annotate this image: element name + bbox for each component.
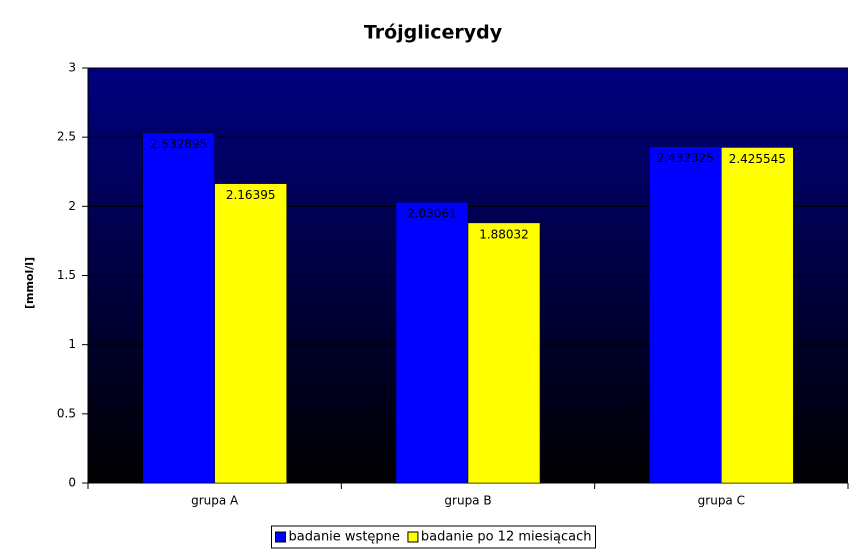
y-tick-label: 3 — [68, 61, 76, 75]
bar — [214, 183, 287, 484]
legend-swatch — [407, 531, 419, 543]
bar — [395, 201, 469, 484]
legend: badanie wstępne badanie po 12 miesiącach — [271, 525, 596, 549]
value-label: 2.425545 — [729, 152, 786, 166]
bar — [467, 222, 541, 484]
y-tick-label: 1.5 — [57, 268, 76, 282]
value-label: 2.432325 — [657, 151, 714, 165]
bar — [649, 146, 722, 484]
value-label: 2.16395 — [226, 188, 276, 202]
legend-box — [271, 525, 596, 549]
y-tick-label: 0.5 — [57, 406, 76, 420]
value-label: 2.532895 — [150, 137, 207, 151]
x-tick-label: grupa C — [698, 494, 745, 508]
legend-swatch — [275, 531, 287, 543]
value-label: 2.03061 — [407, 207, 457, 221]
bar — [721, 147, 794, 484]
y-tick-label: 0 — [68, 476, 76, 490]
y-tick-label: 2 — [68, 199, 76, 213]
y-tick-label: 2.5 — [57, 130, 76, 144]
x-tick-label: grupa B — [444, 494, 491, 508]
legend-label: badanie po 12 miesiącach — [421, 530, 592, 545]
bar — [142, 132, 215, 484]
x-tick-label: grupa A — [191, 494, 239, 508]
y-tick-label: 1 — [68, 337, 76, 351]
chart-title: Trójglicerydy — [364, 22, 503, 44]
value-label: 1.88032 — [479, 227, 529, 241]
legend-label: badanie wstępne — [289, 530, 400, 545]
y-axis-label: [mmol/l] — [23, 257, 36, 309]
